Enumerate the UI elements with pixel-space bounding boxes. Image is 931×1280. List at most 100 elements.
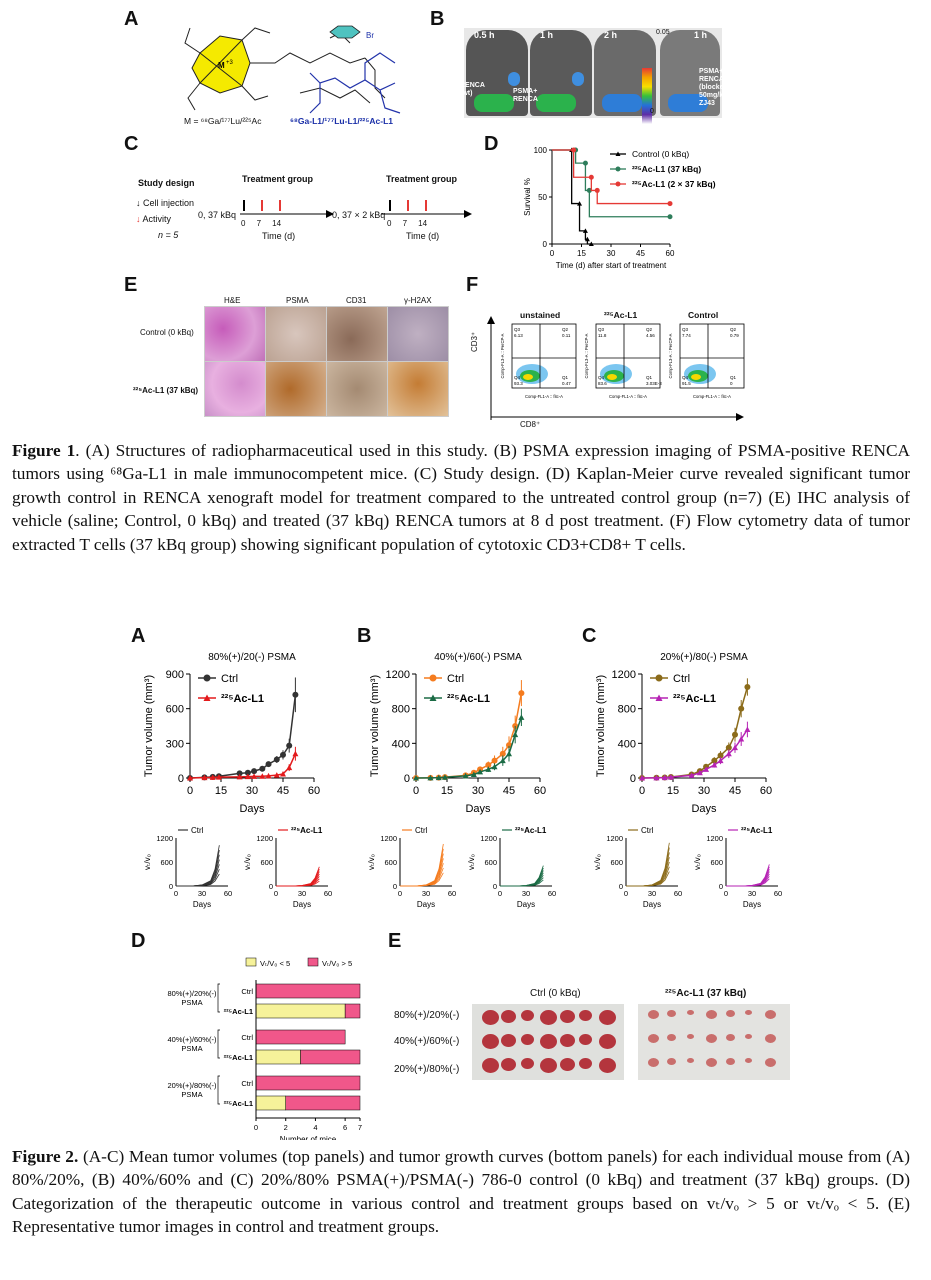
x-tick-label: 0 (624, 889, 628, 898)
quadrant-name: Q4 (598, 375, 605, 380)
data-point (215, 774, 222, 780)
tumor-specimen (764, 1058, 776, 1067)
ihc-row-control: Control (0 kBq) (140, 328, 194, 337)
x-tick-label: 30 (198, 889, 206, 898)
data-point (470, 771, 477, 778)
tumor-specimen (745, 1058, 753, 1063)
quadrant-value: 11.8 (598, 333, 607, 338)
x-tick-label: 30 (472, 785, 484, 797)
quadrant-name: Q1 (730, 375, 737, 380)
time-2h: 2 h (604, 30, 618, 40)
km-point (584, 236, 590, 242)
bar-label: Ctrl (241, 987, 253, 996)
panel-label-2c: C (582, 625, 597, 647)
x-tick-label: 4 (313, 1123, 317, 1132)
time-1h: 1 h (540, 30, 554, 40)
x-tick-label: 0 (254, 1123, 258, 1132)
y-tick-label: 300 (166, 738, 184, 750)
tumor-specimen (686, 1034, 694, 1039)
y-tick-label: 0 (169, 882, 173, 891)
legend-marker (615, 166, 621, 172)
time-0-5h: 0.5 h (474, 30, 495, 40)
y-tick-label: 800 (392, 704, 410, 716)
individual-curve (399, 843, 444, 887)
x-axis-label: Time (d) after start of treatment (556, 261, 667, 270)
tumor-specimen (745, 1034, 753, 1039)
group-1-dose: 0, 37 kBq (198, 210, 237, 220)
data-point (435, 774, 442, 781)
chart-title: 80%(+)/20(-) PSMA (208, 652, 296, 663)
group-bracket (217, 1075, 220, 1105)
data-point (725, 750, 732, 757)
y-tick-label: 1200 (612, 669, 636, 681)
quadrant-value: 83.6 (598, 381, 607, 386)
photo-col-ctrl: Ctrl (0 kBq) (530, 988, 581, 999)
x-axis-label: Days (193, 900, 211, 909)
bromo-substituent: Br (366, 31, 374, 40)
data-point (201, 774, 208, 781)
tumor-photo-ctrl (472, 1004, 624, 1080)
data-point (512, 731, 519, 738)
y-tick-label: 600 (610, 858, 623, 867)
data-point (711, 762, 718, 768)
panel-label-1d: D (484, 133, 499, 155)
flow-plot-title: Control (688, 310, 719, 320)
kaplan-meier-chart: 0 50 100 0 15 30 45 60 Time (d) after start of t… (523, 146, 716, 270)
x-tick-label: 7 (358, 1123, 362, 1132)
legend-cell-injection: ↓ Cell injection (136, 198, 195, 208)
data-point (259, 773, 266, 779)
y-axis-label: vₜ/v₀ (367, 854, 376, 870)
individual-curve (275, 866, 320, 887)
panel-label-1b: B (430, 8, 445, 30)
legend-marker (429, 694, 437, 701)
data-point (703, 766, 710, 772)
growth-curve-chart: 0 600 1200 0 30 60 Days vₜ/v₀ ²²⁵Ac-L1 (243, 826, 332, 909)
data-point (280, 770, 286, 777)
cell-density (691, 374, 701, 380)
ihc-image (265, 361, 327, 417)
quadrant-value: 93.3 (514, 381, 523, 386)
data-point (744, 726, 751, 732)
x-tick-label: 15 (441, 785, 453, 797)
x-tick-label: 60 (324, 889, 332, 898)
data-point (653, 774, 660, 781)
panel-label-1f: F (466, 274, 479, 296)
tumor-specimen (520, 1010, 534, 1021)
y-axis-label: vₜ/v₀ (143, 854, 152, 870)
y-tick-label: 800 (618, 704, 636, 716)
data-point (744, 684, 751, 690)
flow-axis-title-x: Comp-FL1-A :: fitc-A (609, 394, 647, 399)
bar-label: ²²⁵Ac-L1 (224, 1053, 253, 1062)
tumor-specimen (764, 1010, 776, 1019)
group-label: 20%(+)/80%(-) (168, 1081, 217, 1090)
group-bracket (217, 1029, 220, 1059)
quadrant-value: 0 (730, 381, 733, 386)
chelator-metal: M (218, 61, 225, 70)
growth-curve-chart: 0 600 1200 0 30 60 Days vₜ/v₀ Ctrl (367, 826, 456, 909)
legend-swatch (307, 957, 319, 967)
data-point (485, 762, 492, 768)
flow-axis-title-x: Comp-FL1-A :: fitc-A (693, 394, 731, 399)
km-point (588, 241, 594, 246)
tumor-specimen (559, 1058, 575, 1071)
data-point (518, 690, 525, 697)
cell-density (523, 374, 533, 380)
quadrant-name: Q1 (646, 375, 653, 380)
legend-label: Ctrl (191, 826, 204, 835)
ihc-image (204, 306, 266, 362)
data-point (273, 756, 280, 763)
x-tick-label: 0 (398, 889, 402, 898)
y-axis-label: vₜ/v₀ (593, 854, 602, 870)
quadrant-name: Q1 (562, 375, 569, 380)
quadrant-name: Q2 (646, 327, 653, 332)
y-axis-label: vₜ/v₀ (467, 854, 476, 870)
series-line (189, 694, 297, 779)
quadrant-name: Q3 (598, 327, 605, 332)
ihc-image (265, 306, 327, 362)
flow-plot-title: ²²⁵Ac-L1 (604, 310, 638, 320)
study-timeline (240, 200, 472, 218)
data-point (441, 774, 448, 780)
quadrant-value: 0.47 (562, 381, 571, 386)
y-axis-label: vₜ/v₀ (243, 854, 252, 870)
